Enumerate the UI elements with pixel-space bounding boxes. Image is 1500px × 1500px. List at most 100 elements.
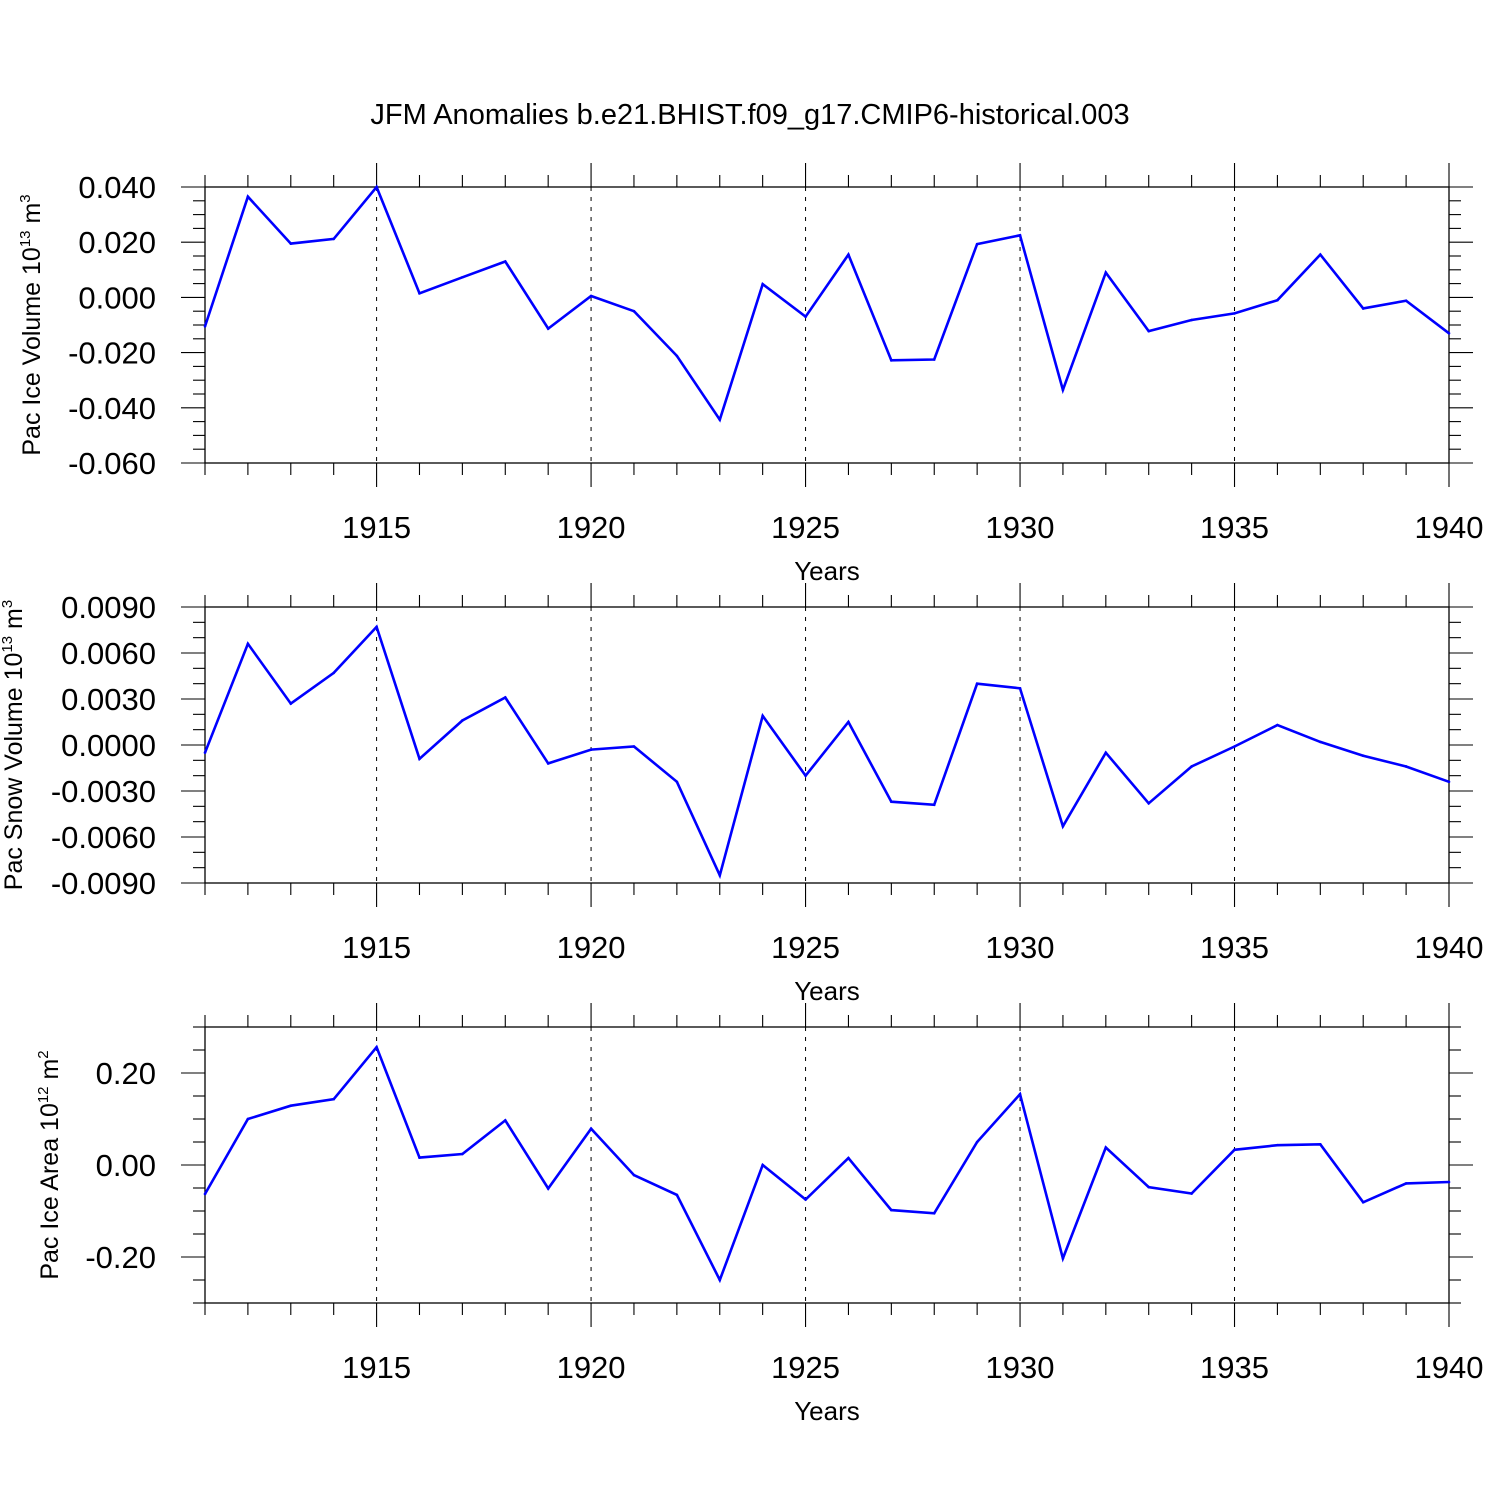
data-point [718,1278,722,1282]
plot-frame [204,1026,1450,1304]
x-tick-label: 1915 [342,510,411,545]
data-point [761,714,764,718]
data-point [932,1212,936,1215]
y-tick-label: -0.0060 [51,820,156,855]
data-point [1233,1148,1236,1152]
data-point [289,702,293,705]
data-point [1404,765,1408,768]
y-tick-label: -0.020 [68,336,156,371]
data-point [332,1097,335,1101]
data-point [718,874,722,877]
data-point [503,696,507,699]
data-point [203,325,207,328]
data-point [461,1152,464,1156]
y-axis-title-exponent: 13 [0,636,16,653]
data-point [675,354,679,358]
y-axis-title-main: Pac Ice Area 10 [36,1103,64,1280]
data-point [203,1192,207,1196]
data-point [675,1193,679,1197]
y-axis-title: Pac Ice Area 1012 m2 [35,1050,64,1279]
y-axis-title-unit-exponent: 2 [35,1050,52,1058]
data-point [632,309,636,313]
y-axis-title-unit: m [18,203,46,231]
data-point [847,1156,850,1160]
data-point [503,1119,507,1122]
x-axis-title: Years [794,976,860,1006]
data-point [890,359,893,362]
data-point [1147,801,1151,805]
data-point [1104,751,1108,754]
data-point [375,1045,378,1049]
data-point [761,1163,764,1167]
data-point [546,1187,550,1190]
data-point [246,195,250,198]
data-point [289,1104,293,1107]
data-point [1061,1257,1065,1260]
y-axis-title-unit: m [0,608,28,636]
data-point [890,800,893,804]
y-tick-label: 0.020 [78,225,156,260]
data-point [461,719,464,722]
data-point [1061,824,1065,828]
data-point [847,253,850,256]
data-point [975,242,979,246]
y-tick-label: 0.0060 [61,636,156,671]
y-tick-label: 0.000 [78,280,156,315]
series-line [203,184,1450,423]
data-point [503,260,507,263]
data-point [1276,298,1279,302]
y-tick-label: -0.0090 [51,866,156,901]
y-axis-title-exponent: 12 [35,1086,52,1103]
data-point [418,757,421,761]
data-point [1276,1143,1279,1147]
data-point [975,682,979,685]
chart-panel-ice-area: 0.20 0.00 -0.20 1915 1920 1925 1930 1935 1940 Yea… [35,1003,1483,1426]
data-point [589,1127,593,1130]
data-point [1361,1200,1365,1204]
x-tick-label: 1930 [986,930,1055,965]
data-point [332,237,335,241]
data-point [1147,329,1151,333]
data-point [1061,388,1065,392]
data-point [1404,1182,1408,1185]
data-point [932,358,936,361]
data-point [1190,765,1193,768]
data-point [546,762,550,765]
y-tick-label: 0.00 [96,1148,156,1183]
y-axis-title-main: Pac Ice Volume 10 [18,247,46,455]
y-axis-title-main: Pac Snow Volume 10 [0,653,28,891]
y-tick-label: -0.0030 [51,774,156,809]
chart-panel-snow-volume: 0.0090 0.0060 0.0030 0.0000 -0.0030 -0.0060 -0… [0,583,1483,1006]
y-axis-title-unit-exponent: 3 [0,600,16,608]
series-line [203,1044,1450,1284]
y-tick-label: 0.0090 [61,590,156,625]
data-point [546,327,550,330]
y-axis-title: Pac Ice Volume 1013 m3 [17,194,46,455]
data-point [418,1156,421,1159]
data-point [632,1173,636,1177]
x-tick-label: 1930 [986,1350,1055,1385]
data-point [632,745,636,748]
plot-frame [204,606,1450,884]
x-tick-label: 1915 [342,930,411,965]
y-tick-label: -0.20 [85,1240,156,1275]
data-point [1018,1092,1022,1096]
x-tick-label: 1930 [986,510,1055,545]
chart-panels: 0.040 0.020 0.000 -0.020 -0.040 -0.060 1915 192… [0,163,1483,1426]
y-tick-label: -0.060 [68,446,156,481]
x-tick-label: 1925 [771,510,840,545]
data-point [1447,331,1451,335]
figure-title: JFM Anomalies b.e21.BHIST.f09_g17.CMIP6-… [370,99,1129,131]
data-point [1404,299,1408,303]
data-point [1104,271,1108,274]
x-axis-title: Years [794,1396,860,1426]
y-tick-label: 0.0030 [61,682,156,717]
data-point [289,242,293,245]
data-point [1447,780,1451,784]
data-point [1190,318,1193,322]
x-tick-label: 1940 [1415,930,1484,965]
data-point [203,751,207,754]
x-tick-label: 1920 [557,510,626,545]
data-point [1233,745,1236,748]
chart-panel-ice-volume: 0.040 0.020 0.000 -0.020 -0.040 -0.060 1915 192… [17,163,1483,586]
